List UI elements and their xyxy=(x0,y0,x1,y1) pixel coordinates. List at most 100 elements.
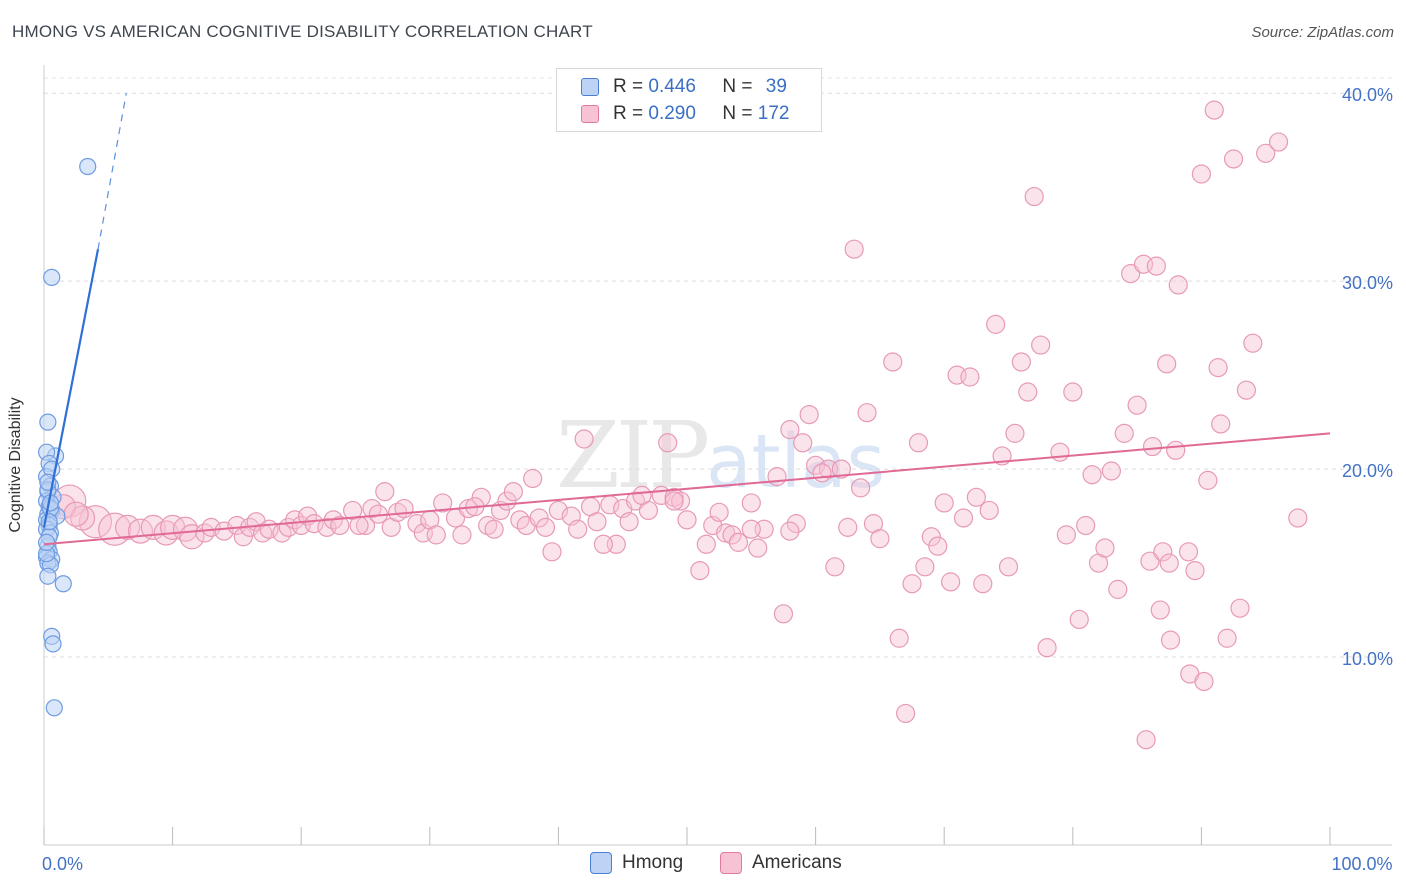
americans-point xyxy=(1208,358,1228,378)
americans-point xyxy=(953,508,974,528)
americans-point xyxy=(670,491,691,511)
americans-point xyxy=(915,557,935,577)
americans-point xyxy=(1256,143,1276,163)
americans-point xyxy=(838,517,858,537)
americans-point xyxy=(1185,560,1205,581)
hmong-trend-line xyxy=(42,248,100,528)
hmong-point xyxy=(79,157,97,176)
americans-point xyxy=(1288,508,1308,528)
americans-point xyxy=(201,517,221,537)
x-tick-label: 0.0% xyxy=(42,854,83,874)
americans-point xyxy=(1243,333,1263,353)
americans-point xyxy=(1150,600,1170,620)
americans-point xyxy=(786,514,806,534)
americans-point xyxy=(812,463,832,483)
y-tick-label: 10.0% xyxy=(1342,649,1393,669)
americans-point xyxy=(1159,553,1179,573)
americans-point xyxy=(1011,352,1031,372)
americans-point xyxy=(799,404,819,425)
americans-point xyxy=(1236,380,1257,400)
americans-point xyxy=(1140,551,1160,571)
americans-point xyxy=(1050,442,1070,462)
americans-point xyxy=(1031,335,1051,355)
americans-point xyxy=(1076,515,1096,536)
americans-point xyxy=(921,527,941,547)
americans-point xyxy=(1160,630,1181,650)
americans-point xyxy=(844,239,864,259)
americans-point xyxy=(998,557,1019,577)
americans-point xyxy=(452,525,472,545)
americans-point xyxy=(568,519,588,539)
americans-point xyxy=(574,429,594,449)
americans-legend-swatch xyxy=(720,852,742,874)
stats-legend: R = 0.446 N = 39 R = 0.290 N = 172 xyxy=(556,68,822,132)
americans-point xyxy=(741,493,761,513)
watermark-zip: ZIP xyxy=(556,402,710,509)
legend-item-americans[interactable]: Americans xyxy=(720,852,842,874)
americans-point xyxy=(63,501,89,527)
americans-point xyxy=(1095,538,1115,558)
americans-point xyxy=(535,517,556,537)
americans-point xyxy=(1018,382,1038,402)
americans-point xyxy=(960,367,980,387)
americans-point xyxy=(304,514,324,534)
legend-label-hmong: Hmong xyxy=(622,852,684,873)
americans-point xyxy=(593,534,614,554)
americans-point xyxy=(1211,414,1231,434)
legend-item-hmong[interactable]: Hmong xyxy=(590,852,683,874)
americans-point xyxy=(825,557,845,577)
watermark-atlas: atlas xyxy=(706,419,885,505)
hmong-legend-swatch xyxy=(590,852,612,874)
y-tick-label: 20.0% xyxy=(1342,461,1393,481)
americans-point xyxy=(484,519,504,539)
americans-point xyxy=(709,502,729,522)
americans-point xyxy=(973,574,993,594)
americans-point xyxy=(1168,275,1188,295)
americans-point xyxy=(741,519,761,539)
americans-point xyxy=(780,420,800,440)
y-tick-label: 30.0% xyxy=(1342,273,1393,293)
americans-point xyxy=(433,493,453,513)
americans-point xyxy=(696,534,716,554)
americans-point xyxy=(619,512,639,532)
americans-point xyxy=(529,508,549,528)
hmong-trend-extension xyxy=(97,93,127,250)
americans-point xyxy=(722,525,742,545)
americans-point xyxy=(857,403,877,423)
americans-point xyxy=(407,514,427,534)
americans-point xyxy=(748,538,768,558)
americans-point xyxy=(1157,354,1177,374)
americans-point xyxy=(1230,598,1250,618)
trend-lines xyxy=(42,93,1331,546)
americans-point xyxy=(883,352,903,372)
tick-labels: 10.0% 20.0% 30.0% 40.0% 0.0% 100.0% xyxy=(42,85,1393,874)
hmong-point xyxy=(54,575,72,593)
americans-point xyxy=(986,314,1006,334)
americans-point xyxy=(1223,149,1244,169)
hmong-points xyxy=(37,157,97,717)
americans-point xyxy=(1101,461,1121,481)
watermark: ZIPatlas xyxy=(556,402,885,509)
americans-point xyxy=(728,532,749,552)
americans-point xyxy=(902,574,922,594)
americans-point xyxy=(767,467,787,487)
legend-r-label: R = xyxy=(613,103,649,124)
legend-label-americans: Americans xyxy=(752,852,842,873)
americans-point xyxy=(1166,440,1186,460)
americans-point xyxy=(1127,395,1147,415)
americans-point xyxy=(979,500,999,521)
americans-trend-line xyxy=(43,432,1331,546)
americans-point xyxy=(1191,164,1212,184)
americans-point xyxy=(780,521,800,541)
americans-point xyxy=(793,433,813,453)
legend-row-hmong: R = 0.446 N = 39 xyxy=(581,75,787,99)
americans-point xyxy=(1121,264,1141,284)
axes xyxy=(43,65,1392,846)
americans-point xyxy=(1037,638,1057,658)
americans-point xyxy=(1194,671,1214,692)
americans-point xyxy=(908,433,929,453)
americans-point xyxy=(1024,186,1044,207)
americans-point xyxy=(1069,609,1089,630)
legend-n-label: N = xyxy=(722,76,758,97)
